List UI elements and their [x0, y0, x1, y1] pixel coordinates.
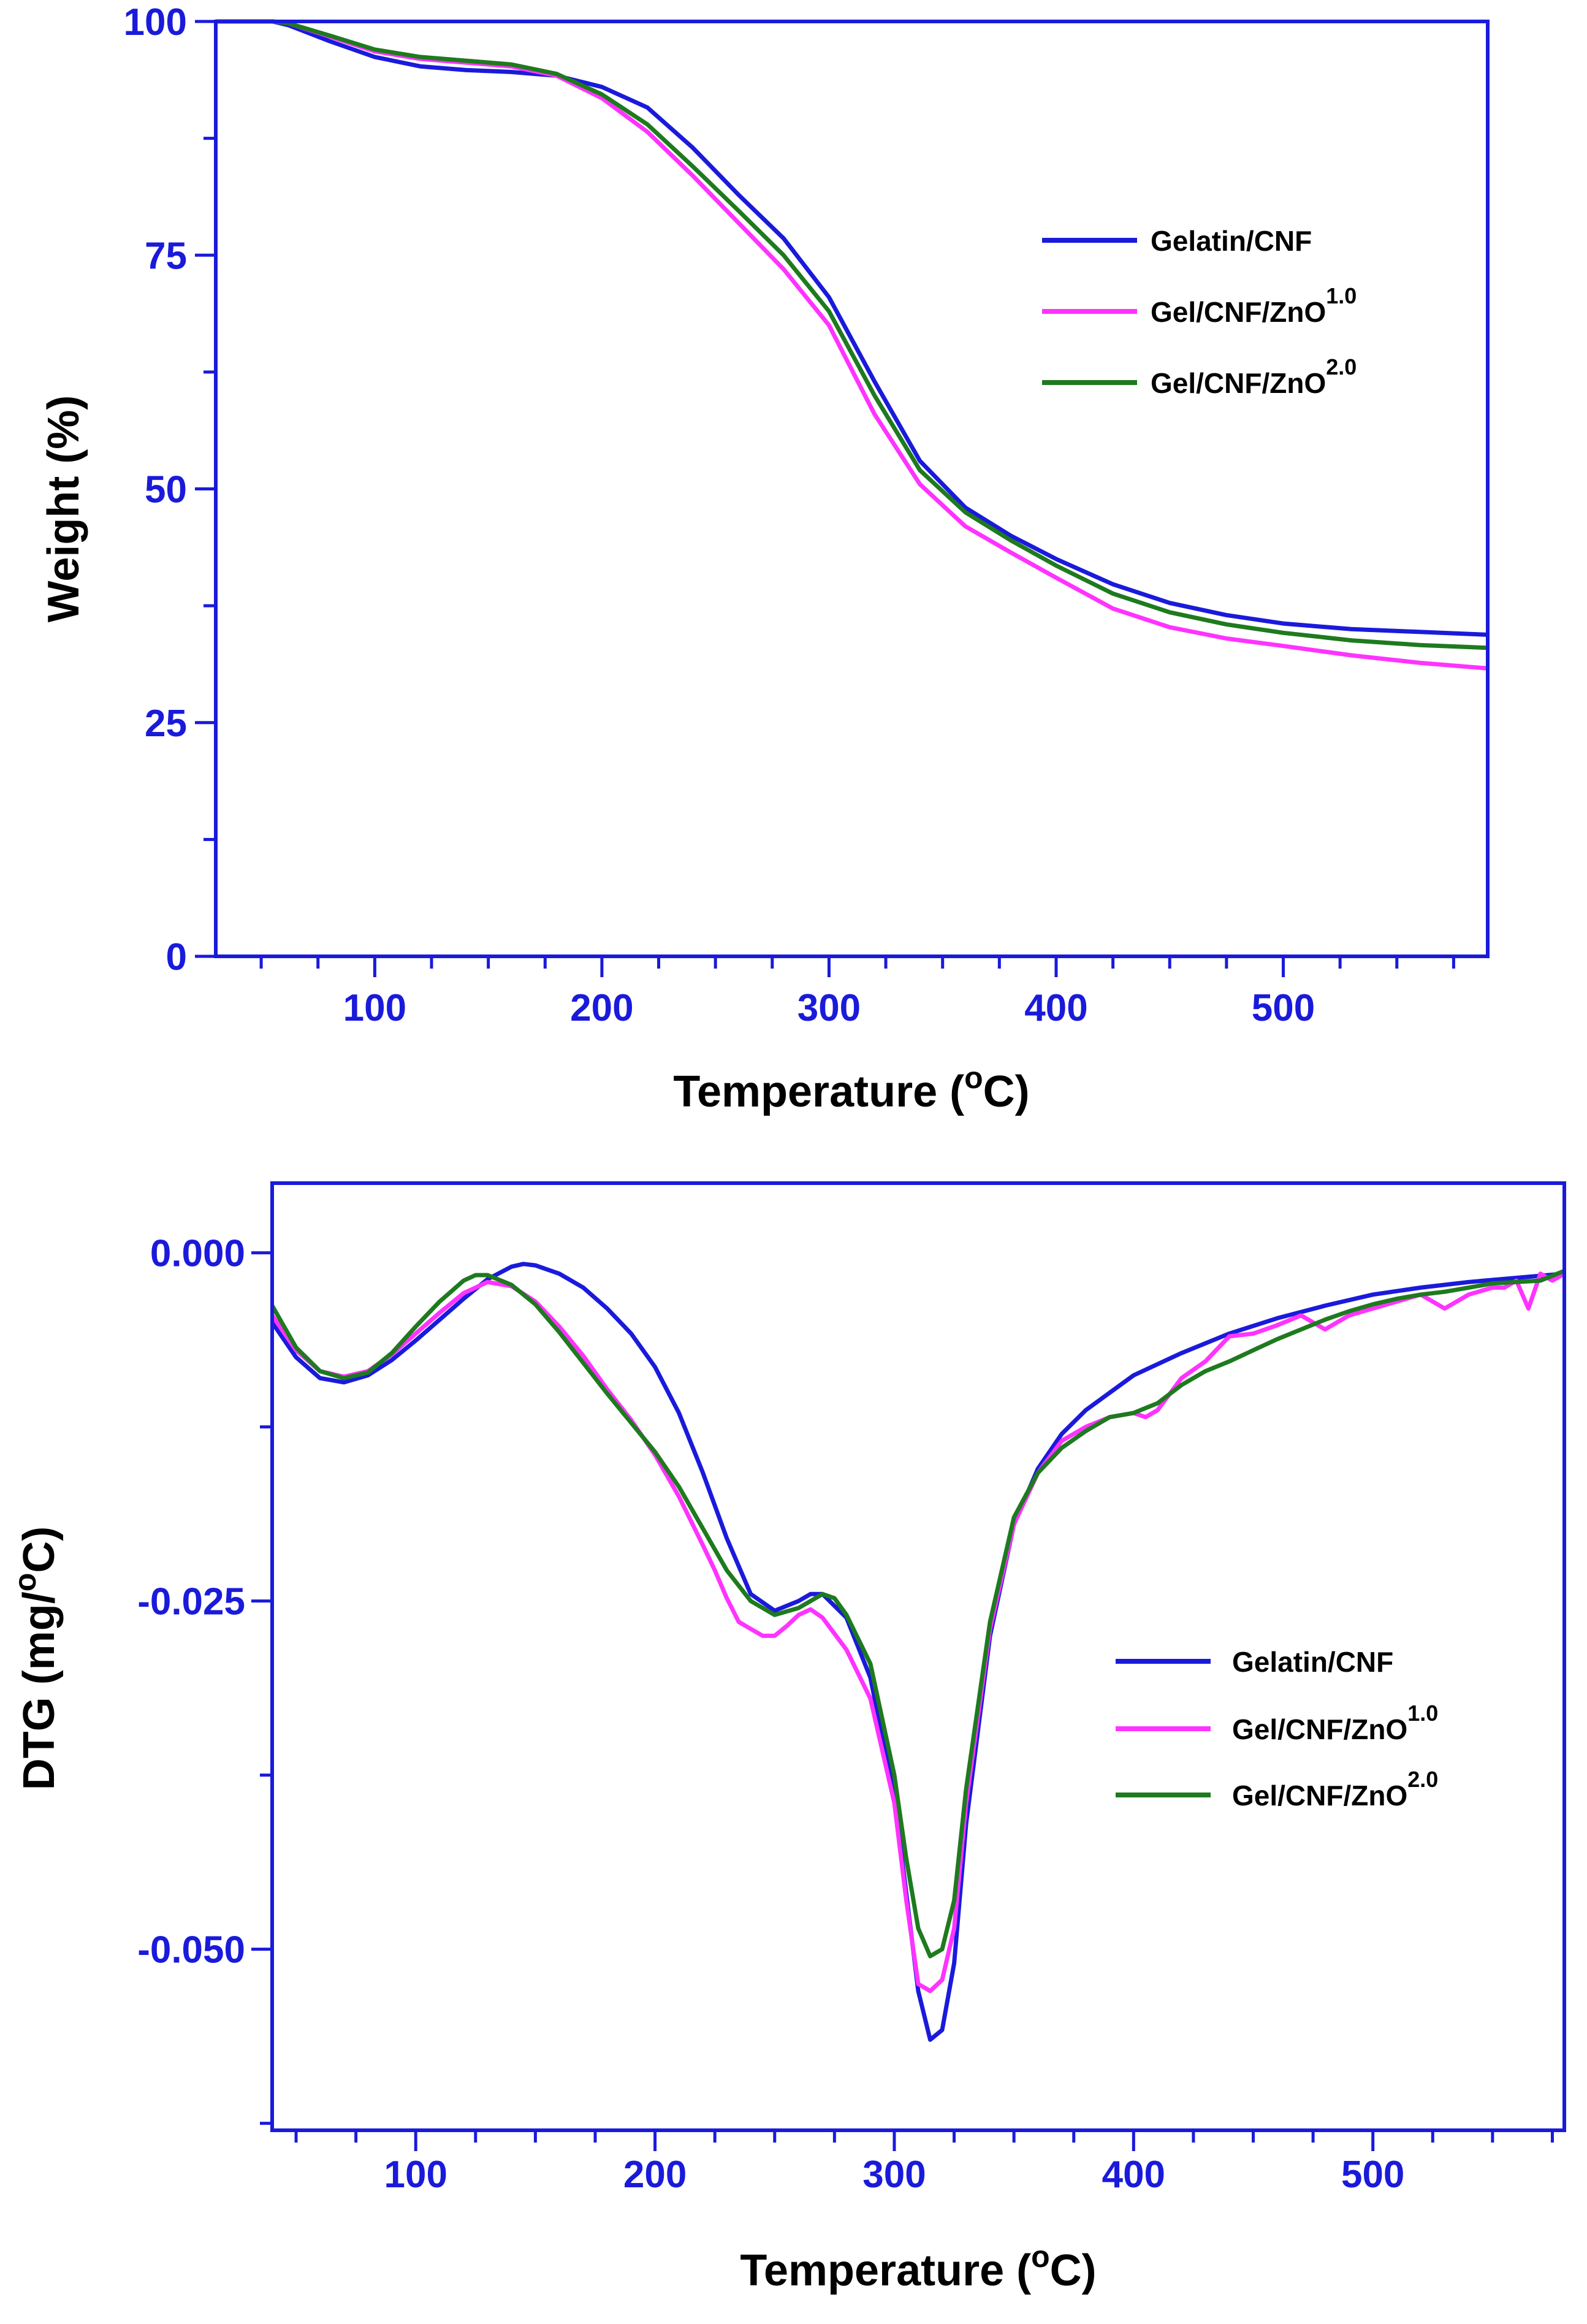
dtg-legend-label-zno-1-sup: 1.0	[1407, 1701, 1438, 1726]
tga-x-axis-title-main: Temperature	[673, 1067, 937, 1116]
tga-legend-label-zno-1-main: Gel/CNF/ZnO	[1151, 296, 1326, 328]
tga-x-axis-title: Temperature (oC)	[673, 1061, 1029, 1116]
dtg-x-tick-label: 200	[623, 2154, 687, 2196]
tga-legend-label-zno-2-sup: 2.0	[1326, 354, 1357, 379]
tga-y-tick-label: 25	[145, 703, 187, 745]
dtg-series-line-gelatin-cnf	[270, 1262, 1565, 2042]
dtg-plot-frame	[270, 1181, 1566, 2132]
tga-x-tick-label: 400	[1024, 987, 1087, 1029]
tga-x-tick-labels: 100 200 300 400 500	[343, 987, 1315, 1029]
tga-legend-label-zno-1: Gel/CNF/ZnO1.0	[1151, 283, 1357, 328]
tga-x-tick-label: 100	[343, 987, 406, 1029]
dtg-y-tick-label: -0.050	[137, 1929, 245, 1972]
dtg-x-tick-label: 100	[384, 2154, 447, 2196]
dtg-x-axis-title: Temperature (oC)	[740, 2239, 1096, 2295]
dtg-series-line-zno-1	[270, 1271, 1566, 1994]
dtg-y-axis-title-sup: o	[8, 1573, 42, 1592]
dtg-x-tick-labels: 100 200 300 400 500	[384, 2154, 1404, 2196]
tga-legend-label-zno-2-main: Gel/CNF/ZnO	[1151, 367, 1326, 399]
dtg-chart: 100 200 300 400 500 0.000 -0.025 -0.050 Temper…	[8, 1181, 1566, 2295]
dtg-y-axis-title-close: C)	[15, 1526, 64, 1573]
dtg-y-axis-title-main: DTG (mg/	[15, 1591, 64, 1790]
dtg-y-tick-label: 0.000	[150, 1233, 245, 1275]
dtg-x-tick-label: 300	[862, 2154, 926, 2196]
dtg-x-tick-label: 500	[1341, 2154, 1404, 2196]
tga-legend-label-gelatin-cnf: Gelatin/CNF	[1151, 225, 1312, 257]
dtg-legend-label-zno-2-sup: 2.0	[1407, 1767, 1438, 1792]
dtg-y-axis-title: DTG (mg/oC)	[8, 1526, 64, 1791]
tga-y-axis-title: Weight (%)	[39, 395, 88, 623]
tga-x-tick-label: 200	[570, 987, 633, 1029]
tga-series-line-gelatin-cnf	[216, 19, 1488, 637]
dtg-x-axis-title-open: (	[1004, 2246, 1031, 2295]
tga-x-axis-title-sup: o	[964, 1061, 983, 1095]
tga-series-lines	[216, 19, 1488, 671]
tga-series-line-zno-1	[216, 19, 1488, 671]
dtg-ticks	[251, 1251, 1554, 2151]
tga-legend-label-zno-1-sup: 1.0	[1326, 283, 1357, 308]
tga-x-axis-title-open: (	[937, 1067, 964, 1116]
dtg-series-line-zno-2	[270, 1268, 1566, 1959]
tga-y-tick-labels: 0 25 50 75 100	[124, 1, 187, 978]
tga-y-tick-label: 75	[145, 235, 187, 277]
tga-x-tick-label: 300	[797, 987, 861, 1029]
tga-series-line-zno-2	[216, 19, 1488, 650]
tga-plot-frame	[214, 20, 1490, 958]
dtg-legend-label-zno-2: Gel/CNF/ZnO2.0	[1232, 1767, 1438, 1812]
tga-x-tick-label: 500	[1252, 987, 1315, 1029]
dtg-x-tick-label: 400	[1102, 2154, 1165, 2196]
tga-y-tick-label: 100	[124, 1, 187, 44]
tga-y-tick-label: 50	[145, 469, 187, 511]
dtg-legend: Gelatin/CNF Gel/CNF/ZnO1.0 Gel/CNF/ZnO2.…	[1116, 1646, 1438, 1812]
dtg-legend-label-zno-2-main: Gel/CNF/ZnO	[1232, 1780, 1407, 1812]
dtg-x-axis-title-sup: o	[1031, 2239, 1050, 2274]
tga-y-tick-label: 0	[166, 936, 187, 978]
dtg-y-tick-labels: 0.000 -0.025 -0.050	[137, 1233, 245, 1972]
dtg-series-lines	[270, 1262, 1566, 2042]
dtg-legend-label-zno-1: Gel/CNF/ZnO1.0	[1232, 1701, 1438, 1745]
tga-chart: 100 200 300 400 500 0 25 50 75 100 Temperature (…	[39, 1, 1490, 1116]
dtg-legend-label-zno-1-main: Gel/CNF/ZnO	[1232, 1713, 1407, 1745]
tga-legend-label-zno-2: Gel/CNF/ZnO2.0	[1151, 354, 1357, 399]
dtg-x-axis-title-main: Temperature	[740, 2246, 1004, 2295]
dtg-x-axis-title-close: C)	[1050, 2246, 1097, 2295]
tga-legend: Gelatin/CNF Gel/CNF/ZnO1.0 Gel/CNF/ZnO2.…	[1042, 225, 1357, 399]
dtg-legend-label-gelatin-cnf: Gelatin/CNF	[1232, 1646, 1393, 1678]
dtg-y-tick-label: -0.025	[137, 1581, 245, 1623]
tga-ticks	[195, 20, 1455, 977]
tga-x-axis-title-close: C)	[983, 1067, 1030, 1116]
